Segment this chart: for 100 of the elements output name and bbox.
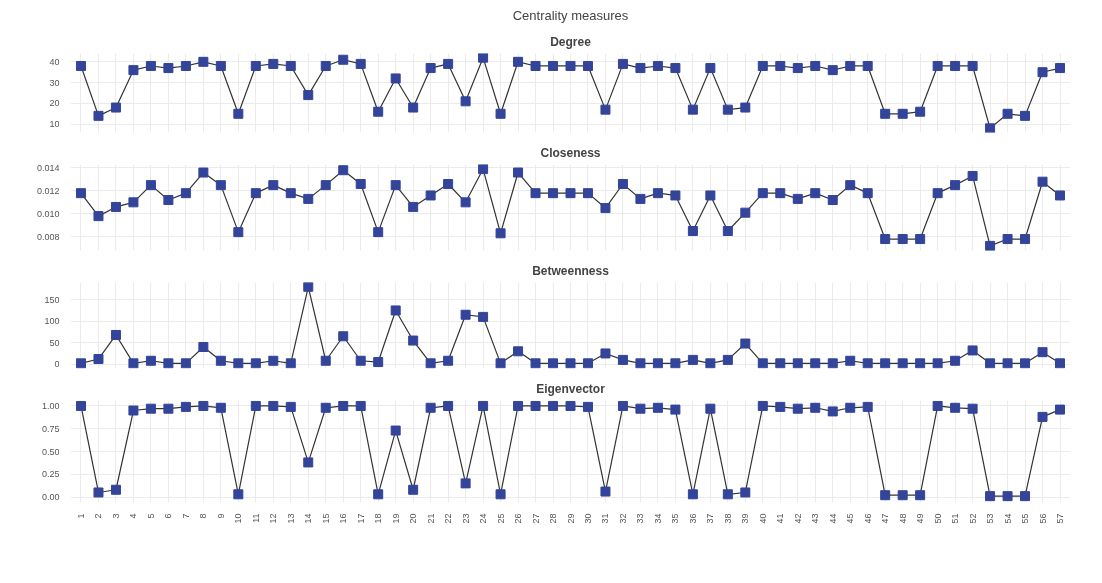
point bbox=[600, 486, 611, 497]
point bbox=[110, 201, 121, 212]
point bbox=[1020, 358, 1031, 369]
point bbox=[443, 400, 454, 411]
point bbox=[915, 234, 926, 245]
point bbox=[320, 60, 331, 71]
point bbox=[740, 102, 751, 113]
point bbox=[1037, 176, 1048, 187]
point bbox=[285, 401, 296, 412]
y-tick-label: 0 bbox=[54, 359, 60, 370]
point bbox=[652, 188, 663, 199]
x-tick-label: 1 bbox=[75, 513, 86, 519]
point bbox=[250, 400, 261, 411]
point bbox=[775, 401, 786, 412]
x-tick-label: 7 bbox=[180, 513, 191, 519]
point bbox=[268, 355, 279, 366]
point bbox=[250, 188, 261, 199]
point bbox=[617, 58, 628, 69]
point bbox=[932, 188, 943, 199]
point bbox=[897, 234, 908, 245]
point bbox=[408, 201, 419, 212]
point bbox=[810, 402, 821, 413]
point bbox=[582, 60, 593, 71]
point bbox=[845, 60, 856, 71]
point bbox=[652, 60, 663, 71]
point bbox=[827, 406, 838, 417]
point bbox=[722, 226, 733, 237]
point bbox=[740, 338, 751, 349]
x-tick-label: 50 bbox=[932, 513, 943, 524]
point bbox=[145, 403, 156, 414]
point bbox=[373, 227, 384, 238]
point bbox=[757, 60, 768, 71]
point bbox=[932, 400, 943, 411]
point bbox=[862, 60, 873, 71]
point bbox=[792, 358, 803, 369]
point bbox=[1037, 411, 1048, 422]
point bbox=[285, 60, 296, 71]
x-tick-label: 44 bbox=[827, 513, 838, 524]
point bbox=[215, 355, 226, 366]
point bbox=[145, 60, 156, 71]
x-tick-label: 55 bbox=[1020, 513, 1031, 524]
point bbox=[810, 188, 821, 199]
point bbox=[845, 402, 856, 413]
point bbox=[775, 188, 786, 199]
point bbox=[233, 108, 244, 119]
x-tick-label: 26 bbox=[513, 513, 524, 524]
point bbox=[513, 346, 524, 357]
point bbox=[582, 188, 593, 199]
point bbox=[740, 487, 751, 498]
y-tick-label: 20 bbox=[49, 98, 60, 109]
x-tick-label: 22 bbox=[443, 513, 454, 524]
point bbox=[75, 188, 86, 199]
text: Centrality measures bbox=[512, 7, 629, 23]
point bbox=[967, 170, 978, 181]
chart-title: Eigenvector bbox=[536, 381, 606, 396]
point bbox=[163, 63, 174, 74]
point bbox=[1037, 347, 1048, 358]
point bbox=[687, 104, 698, 115]
y-tick-label: 0.012 bbox=[36, 185, 60, 196]
point bbox=[443, 58, 454, 69]
point bbox=[548, 358, 559, 369]
point bbox=[950, 355, 961, 366]
x-tick-label: 21 bbox=[425, 513, 436, 524]
point bbox=[705, 190, 716, 201]
point bbox=[320, 355, 331, 366]
y-tick-label: 10 bbox=[49, 119, 60, 130]
point bbox=[880, 490, 891, 501]
point bbox=[670, 358, 681, 369]
point bbox=[862, 401, 873, 412]
point bbox=[897, 490, 908, 501]
point bbox=[268, 180, 279, 191]
point bbox=[775, 60, 786, 71]
x-tick-label: 30 bbox=[582, 513, 593, 524]
x-tick-label: 36 bbox=[687, 513, 698, 524]
point bbox=[513, 400, 524, 411]
point bbox=[565, 188, 576, 199]
point bbox=[582, 358, 593, 369]
point bbox=[635, 403, 646, 414]
point bbox=[390, 305, 401, 316]
point bbox=[967, 345, 978, 356]
point bbox=[932, 358, 943, 369]
x-tick-label: 27 bbox=[530, 513, 541, 524]
point bbox=[303, 193, 314, 204]
point bbox=[478, 400, 489, 411]
point bbox=[652, 358, 663, 369]
x-tick-label: 10 bbox=[233, 513, 244, 524]
point bbox=[950, 60, 961, 71]
point bbox=[915, 358, 926, 369]
point bbox=[198, 342, 209, 352]
point bbox=[687, 489, 698, 500]
point bbox=[565, 60, 576, 71]
point bbox=[215, 60, 226, 71]
point bbox=[740, 207, 751, 218]
x-tick-label: 54 bbox=[1002, 513, 1013, 524]
chart-title: Betweenness bbox=[532, 263, 610, 278]
point bbox=[355, 355, 366, 366]
point bbox=[425, 402, 436, 413]
x-tick-label: 8 bbox=[198, 513, 209, 519]
point bbox=[495, 228, 506, 239]
point bbox=[303, 90, 314, 101]
